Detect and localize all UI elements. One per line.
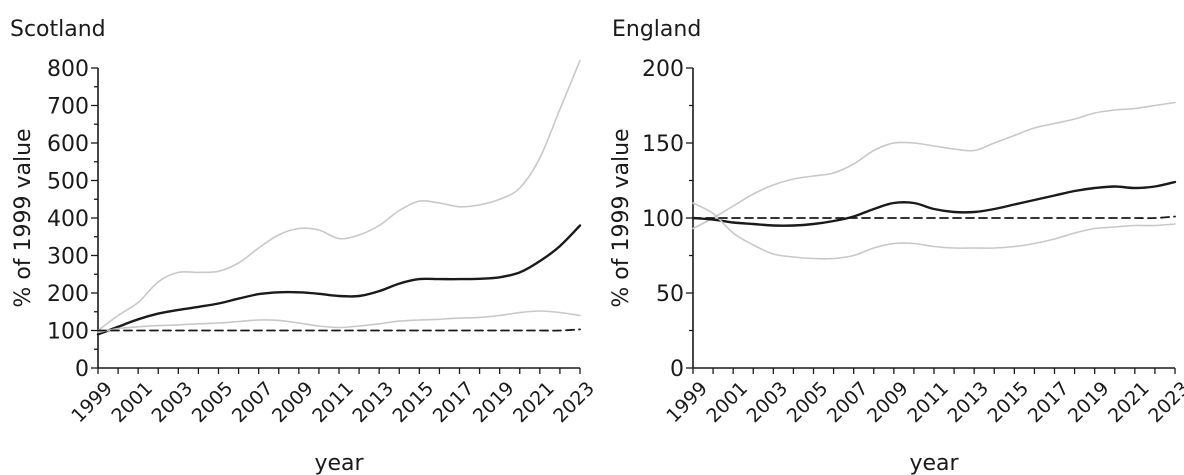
y-tick-label: 600 [47, 132, 89, 157]
x-tick-label: 2017 [1024, 377, 1074, 427]
y-tick-label: 200 [47, 282, 89, 307]
chart-scotland: Scotland01002003004005006007008001999200… [10, 17, 599, 475]
x-tick-label: 2017 [429, 377, 479, 427]
x-tick-label: 1999 [662, 377, 712, 427]
y-tick-label: 100 [642, 207, 684, 232]
x-tick-label: 2019 [1064, 377, 1114, 427]
series-line-baseline [97, 328, 581, 332]
panel-title: Scotland [10, 17, 106, 42]
y-tick-label: 50 [656, 282, 684, 307]
x-tick-label: 2011 [308, 377, 358, 427]
y-tick-label: 500 [47, 170, 89, 195]
series-line-lower [97, 310, 581, 334]
panel-title: England [612, 17, 701, 42]
chart-england: England050100150200199920012003200520072… [609, 17, 1184, 475]
x-tick-label: 2021 [509, 377, 559, 427]
series-line-central [96, 224, 582, 336]
series-line-baseline [692, 215, 1176, 220]
x-tick-label: 2013 [348, 377, 398, 427]
x-tick-label: 2011 [903, 377, 953, 427]
series-line-central [691, 180, 1177, 227]
x-tick-label: 2003 [743, 377, 793, 427]
x-tick-label: 2007 [823, 377, 873, 427]
y-tick-label: 700 [47, 95, 89, 120]
y-tick-label: 800 [47, 57, 89, 82]
x-tick-label: 2001 [702, 377, 752, 427]
y-tick-label: 100 [47, 320, 89, 345]
x-tick-label: 2015 [389, 377, 439, 427]
x-tick-label: 2015 [984, 377, 1034, 427]
y-axis-title: % of 1999 value [11, 128, 36, 307]
x-tick-label: 2009 [863, 377, 913, 427]
x-tick-label: 2013 [943, 377, 993, 427]
x-tick-label: 2009 [268, 377, 318, 427]
x-tick-label: 2023 [549, 377, 599, 427]
series-line-upper [97, 59, 581, 332]
x-axis-title: year [314, 451, 364, 475]
x-tick-label: 1999 [67, 377, 117, 427]
y-tick-label: 150 [642, 132, 684, 157]
x-tick-label: 2005 [188, 377, 238, 427]
x-tick-label: 2001 [107, 377, 157, 427]
y-tick-label: 0 [75, 357, 89, 382]
x-tick-label: 2021 [1104, 377, 1154, 427]
x-tick-label: 2003 [148, 377, 198, 427]
y-tick-label: 200 [642, 57, 684, 82]
x-tick-label: 2023 [1144, 377, 1184, 427]
series-line-lower [692, 202, 1176, 260]
x-tick-label: 2019 [469, 377, 519, 427]
y-tick-label: 0 [670, 357, 684, 382]
x-tick-label: 2007 [228, 377, 278, 427]
y-tick-label: 300 [47, 245, 89, 270]
x-tick-label: 2005 [783, 377, 833, 427]
y-axis-title: % of 1999 value [609, 128, 634, 307]
series-line-upper [692, 101, 1176, 230]
x-axis-title: year [909, 451, 959, 475]
y-tick-label: 400 [47, 207, 89, 232]
